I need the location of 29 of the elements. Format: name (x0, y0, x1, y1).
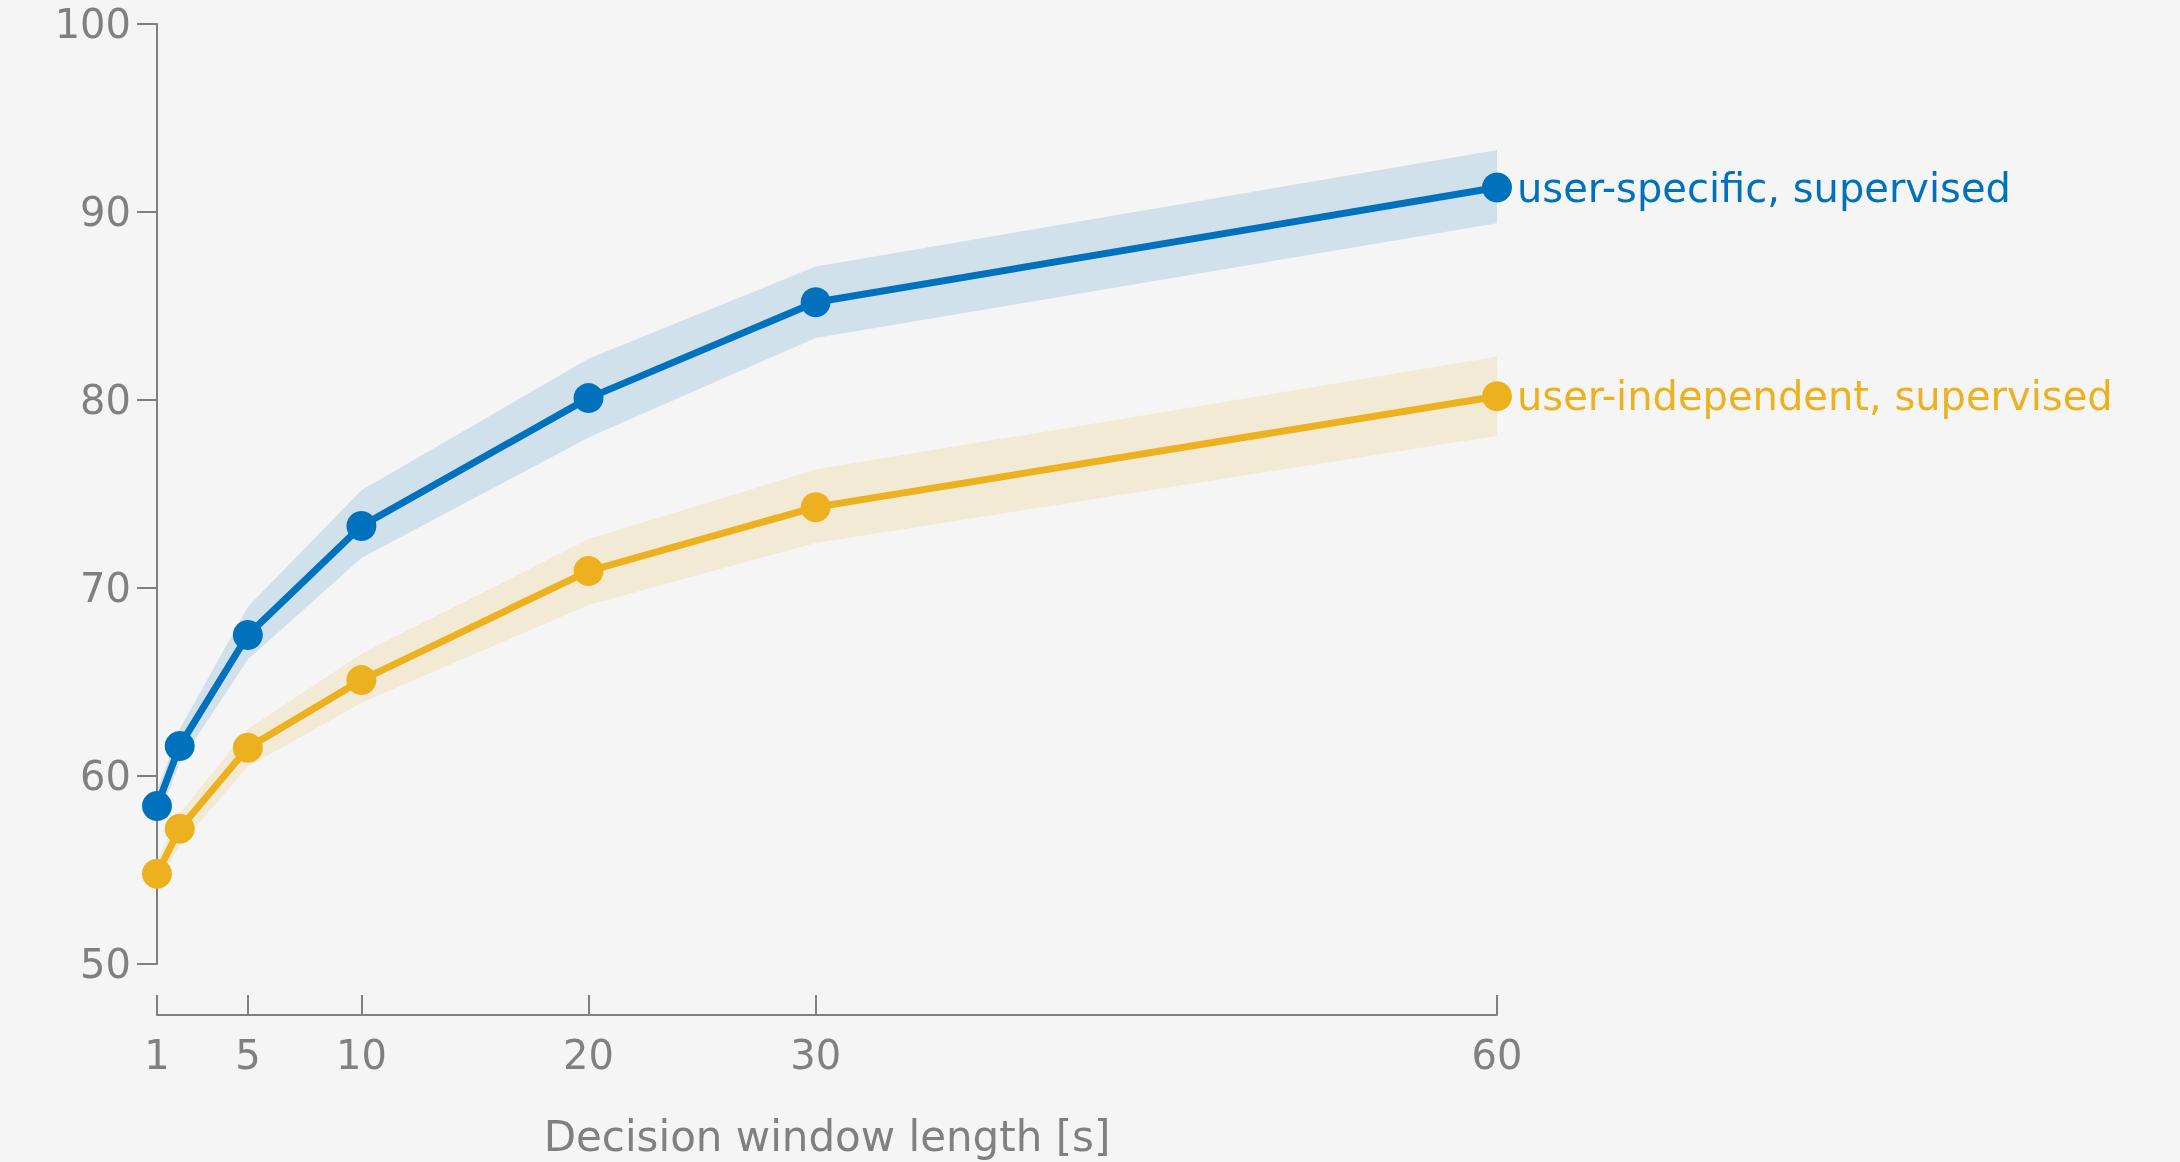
point (232, 620, 263, 650)
y-tick-label: 50 (80, 941, 131, 987)
x-tick-label: 10 (335, 1032, 387, 1078)
x-tick-label: 20 (563, 1032, 614, 1078)
point (1482, 381, 1512, 412)
x-tick-label: 5 (235, 1032, 261, 1078)
y-tick-label: 70 (80, 565, 131, 611)
point (346, 510, 377, 541)
point (142, 791, 172, 822)
y-tick-label: 80 (80, 377, 131, 423)
point (232, 732, 263, 763)
point (142, 858, 172, 889)
point (800, 287, 831, 318)
point (1482, 172, 1512, 203)
series-label: user-independent, supervised (1517, 373, 2113, 420)
x-tick-label: 60 (1471, 1032, 1523, 1078)
point (346, 665, 377, 696)
y-tick-label: 100 (54, 1, 131, 47)
series-label: user-specific, supervised (1517, 164, 2011, 211)
y-tick-label: 90 (80, 189, 131, 235)
point (164, 730, 195, 761)
y-tick-label: 60 (80, 753, 131, 799)
point (573, 556, 604, 587)
x-tick-label: 1 (144, 1032, 170, 1078)
point (164, 813, 195, 844)
x-tick-label: 30 (790, 1032, 842, 1078)
point (573, 383, 604, 414)
point (800, 492, 831, 523)
x-axis-title: Decision window length [s] (543, 1111, 1111, 1161)
